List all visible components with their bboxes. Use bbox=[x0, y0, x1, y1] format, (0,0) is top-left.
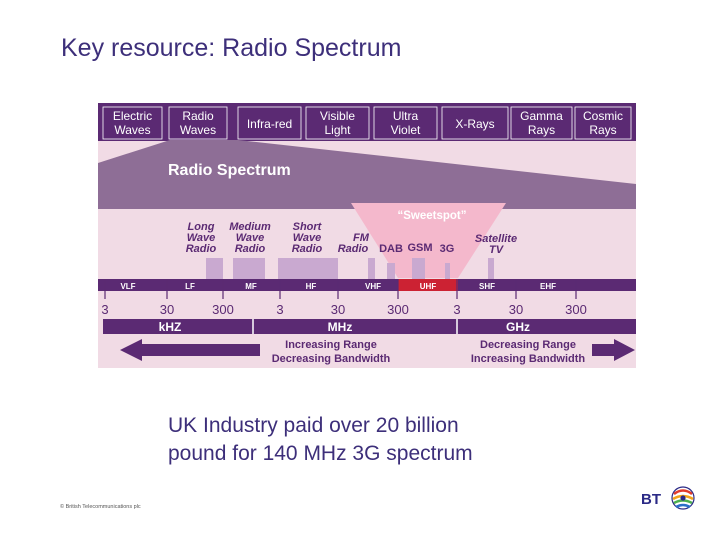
page-title: Key resource: Radio Spectrum bbox=[61, 34, 402, 62]
piper-globe-icon bbox=[671, 486, 695, 510]
scale-number-5: 300 bbox=[387, 302, 409, 317]
wave-label-6-0: Gamma bbox=[520, 109, 563, 123]
unit-dividers bbox=[252, 319, 458, 334]
svg-text:Radio: Radio bbox=[186, 243, 217, 255]
svg-text:Radio: Radio bbox=[235, 243, 266, 255]
svg-text:Short: Short bbox=[293, 221, 323, 233]
caption-line-2: pound for 140 MHz 3G spectrum bbox=[168, 442, 473, 465]
scale-number-4: 30 bbox=[331, 302, 345, 317]
bt-logo: BT bbox=[641, 484, 697, 514]
wave-label-7-0: Cosmic bbox=[583, 109, 623, 123]
wave-cell-1 bbox=[168, 106, 228, 140]
wave-label-3-0: Visible bbox=[320, 109, 355, 123]
band-label-mf: MF bbox=[245, 282, 257, 291]
uhf-highlight bbox=[398, 279, 458, 291]
bt-logo-text: BT bbox=[641, 491, 661, 508]
svg-text:Satellite: Satellite bbox=[475, 233, 517, 245]
svg-text:Long: Long bbox=[188, 221, 215, 233]
sweetspot-label: “Sweetspot” bbox=[397, 210, 466, 222]
wave-label-2-0: Infra-red bbox=[247, 117, 292, 131]
long-wave-radio-label: Long Wave Radio bbox=[186, 221, 217, 255]
band-label-hf: HF bbox=[306, 282, 317, 291]
wave-label-1-1: Waves bbox=[180, 123, 216, 137]
wave-cell-6 bbox=[510, 106, 573, 140]
svg-text:Wave: Wave bbox=[236, 232, 265, 244]
wave-cell-5 bbox=[441, 106, 509, 140]
allocation-blocks bbox=[206, 258, 494, 279]
unit-bar bbox=[103, 319, 636, 334]
scale-number-0: 3 bbox=[101, 302, 108, 317]
radio-spectrum-diagram: Electric Waves Radio Waves Infra-red Visible L… bbox=[98, 103, 636, 368]
wave-label-1-0: Radio bbox=[182, 109, 214, 123]
svg-text:Radio: Radio bbox=[292, 243, 323, 255]
wave-cell-2 bbox=[237, 106, 302, 140]
scale-number-2: 300 bbox=[212, 302, 234, 317]
svg-text:Wave: Wave bbox=[187, 232, 216, 244]
unit-ghz: GHz bbox=[506, 320, 530, 334]
medium-wave-radio-label: Medium Wave Radio bbox=[229, 221, 271, 255]
fm-radio-label: FM Radio bbox=[338, 232, 370, 255]
scale-number-8: 300 bbox=[565, 302, 587, 317]
copyright-notice: © British Telecommunications plc bbox=[60, 504, 141, 510]
wave-cell-0 bbox=[102, 106, 163, 140]
band-bar bbox=[98, 279, 636, 291]
svg-text:FM: FM bbox=[353, 232, 370, 244]
svg-text:Increasing Range: Increasing Range bbox=[285, 339, 377, 351]
wave-label-6-1: Rays bbox=[528, 123, 555, 137]
wave-label-7-1: Rays bbox=[589, 123, 616, 137]
wave-label-4-0: Ultra bbox=[393, 109, 419, 123]
wave-label-0-1: Waves bbox=[114, 123, 150, 137]
svg-text:Radio: Radio bbox=[338, 243, 369, 255]
svg-text:TV: TV bbox=[489, 244, 505, 256]
wave-cell-7 bbox=[574, 106, 632, 140]
radio-spectrum-funnel bbox=[98, 140, 636, 209]
range-left-text: Increasing Range Decreasing Bandwidth bbox=[272, 339, 391, 365]
sweetspot-area bbox=[351, 203, 506, 278]
wave-label-4-1: Violet bbox=[391, 123, 421, 137]
unit-mhz: MHz bbox=[328, 320, 353, 334]
band-label-ehf: EHF bbox=[540, 282, 556, 291]
range-right-text: Decreasing Range Increasing Bandwidth bbox=[471, 339, 586, 365]
band-label-shf: SHF bbox=[479, 282, 495, 291]
gsm-label: GSM bbox=[407, 242, 432, 254]
wave-cell-3 bbox=[305, 106, 370, 140]
band-labels: VLF LF MF HF VHF UHF SHF EHF bbox=[120, 282, 556, 291]
scale-number-6: 3 bbox=[453, 302, 460, 317]
svg-text:Increasing Bandwidth: Increasing Bandwidth bbox=[471, 353, 586, 365]
svg-text:Wave: Wave bbox=[293, 232, 322, 244]
wave-label-0-0: Electric bbox=[113, 109, 152, 123]
band-label-uhf: UHF bbox=[420, 282, 437, 291]
svg-text:Decreasing Range: Decreasing Range bbox=[480, 339, 576, 351]
scale-number-1: 30 bbox=[160, 302, 174, 317]
caption: UK Industry paid over 20 billion pound f… bbox=[168, 412, 473, 468]
dab-label: DAB bbox=[379, 243, 403, 255]
band-label-vhf: VHF bbox=[365, 282, 381, 291]
3g-label: 3G bbox=[440, 243, 455, 255]
wave-label-3-1: Light bbox=[324, 123, 351, 137]
satellite-tv-label: Satellite TV bbox=[475, 233, 517, 256]
svg-text:Medium: Medium bbox=[229, 221, 271, 233]
band-label-lf: LF bbox=[185, 282, 195, 291]
radio-spectrum-title: Radio Spectrum bbox=[168, 162, 291, 179]
band-label-vlf: VLF bbox=[120, 282, 135, 291]
svg-text:Decreasing Bandwidth: Decreasing Bandwidth bbox=[272, 353, 391, 365]
scale-number-3: 3 bbox=[276, 302, 283, 317]
right-arrow bbox=[592, 339, 635, 361]
wave-cell-4 bbox=[373, 106, 438, 140]
short-wave-radio-label: Short Wave Radio bbox=[292, 221, 323, 255]
caption-line-1: UK Industry paid over 20 billion bbox=[168, 414, 459, 437]
wave-label-5-0: X-Rays bbox=[455, 117, 494, 131]
frequency-scale: 3 30 300 3 30 300 3 30 300 bbox=[101, 279, 587, 317]
unit-khz: kHZ bbox=[159, 320, 182, 334]
left-arrow bbox=[120, 339, 260, 361]
scale-number-7: 30 bbox=[509, 302, 523, 317]
